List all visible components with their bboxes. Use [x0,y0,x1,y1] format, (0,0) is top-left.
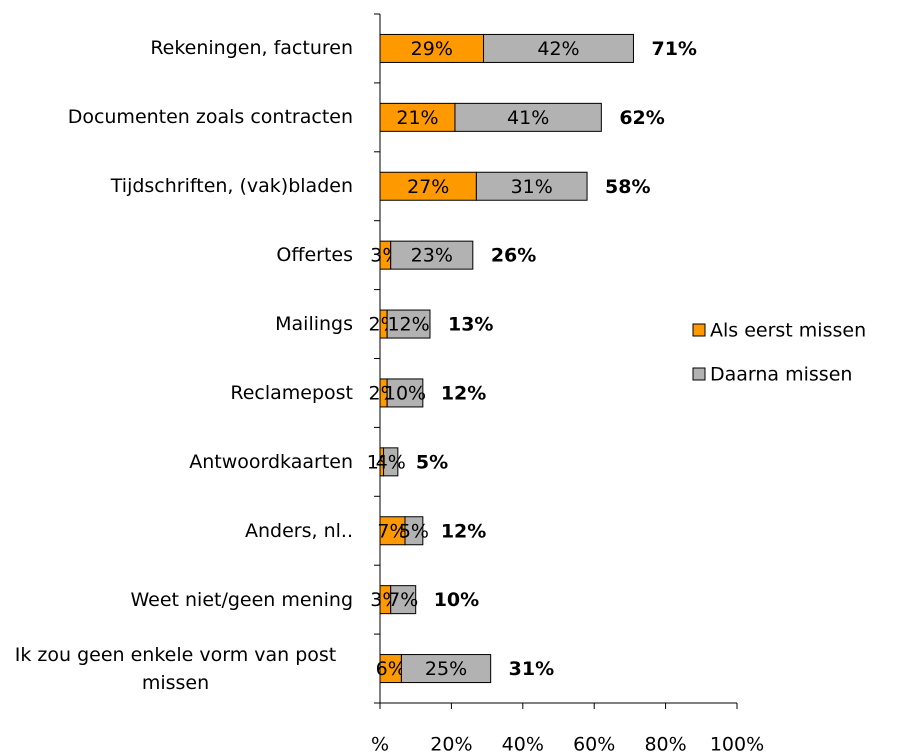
legend-swatch [692,323,706,337]
bar-segment [483,33,634,63]
category-text: Weet niet/geen mening [130,588,353,611]
total-label: 10% [434,589,479,611]
x-tick-label: 20% [430,734,472,755]
total-label: 26% [491,245,536,267]
total-label: 71% [651,38,696,60]
category-label: Tijdschriften, (vak)bladen [0,172,353,200]
bar-segment [383,447,399,477]
bar-segment [404,516,424,546]
category-text: Antwoordkaarten [189,450,353,473]
category-label: Documenten zoals contracten [0,103,353,131]
x-tick-label: 80% [644,734,686,755]
value-label: 4% [376,451,406,473]
value-label: 42% [537,38,579,60]
bar-segment [400,654,492,684]
bar-segment [390,585,417,615]
category-text: Reclamepost [230,381,353,404]
value-label: 10% [384,382,426,404]
category-label: Ik zou geen enkele vorm van post missen [0,641,353,697]
value-label: 25% [425,658,467,680]
value-label: 31% [511,176,553,198]
bar-segment [386,309,431,339]
value-label: 7% [377,520,407,542]
total-label: 12% [441,382,486,404]
total-label: 62% [619,107,664,129]
x-tick-label: 40% [502,734,544,755]
category-label: Mailings [0,310,353,338]
category-text: Rekeningen, facturen [150,37,353,60]
bar-segment [475,171,588,201]
x-tick-label: % [371,734,389,755]
category-label: Offertes [0,241,353,269]
bar-segment [379,171,477,201]
total-label: 13% [448,314,493,336]
bar-segment [390,240,474,270]
bar-segment [386,378,424,408]
category-label: Rekeningen, facturen [0,34,353,62]
category-text: Anders, nl.. [245,519,353,542]
total-label: 58% [605,176,650,198]
legend-label: Daarna missen [710,364,852,386]
category-text: Offertes [276,244,353,267]
category-label: Antwoordkaarten [0,448,353,476]
value-label: 6% [376,658,406,680]
value-label: 7% [388,589,418,611]
category-text: Mailings [275,313,353,336]
value-label: 12% [387,314,429,336]
bar-segment [379,516,406,546]
value-label: 29% [411,38,453,60]
x-tick-label: 60% [573,734,615,755]
value-label: 41% [507,107,549,129]
category-text: Documenten zoals contracten [67,106,353,129]
total-label: 12% [441,520,486,542]
legend-swatch [692,367,706,381]
category-text: Tijdschriften, (vak)bladen [110,175,353,198]
bar-segment [379,102,456,132]
total-label: 31% [509,658,554,680]
category-label: Reclamepost [0,379,353,407]
value-label: 23% [411,245,453,267]
value-label: 27% [407,176,449,198]
category-label: Weet niet/geen mening [0,586,353,614]
legend-label: Als eerst missen [710,320,866,342]
category-text: Ik zou geen enkele vorm van post missen [14,643,337,694]
value-label: 5% [399,520,429,542]
bar-segment [454,102,602,132]
value-label: 21% [396,107,438,129]
category-label: Anders, nl.. [0,517,353,545]
total-label: 5% [416,451,448,473]
x-tick-label: 100% [710,734,764,755]
